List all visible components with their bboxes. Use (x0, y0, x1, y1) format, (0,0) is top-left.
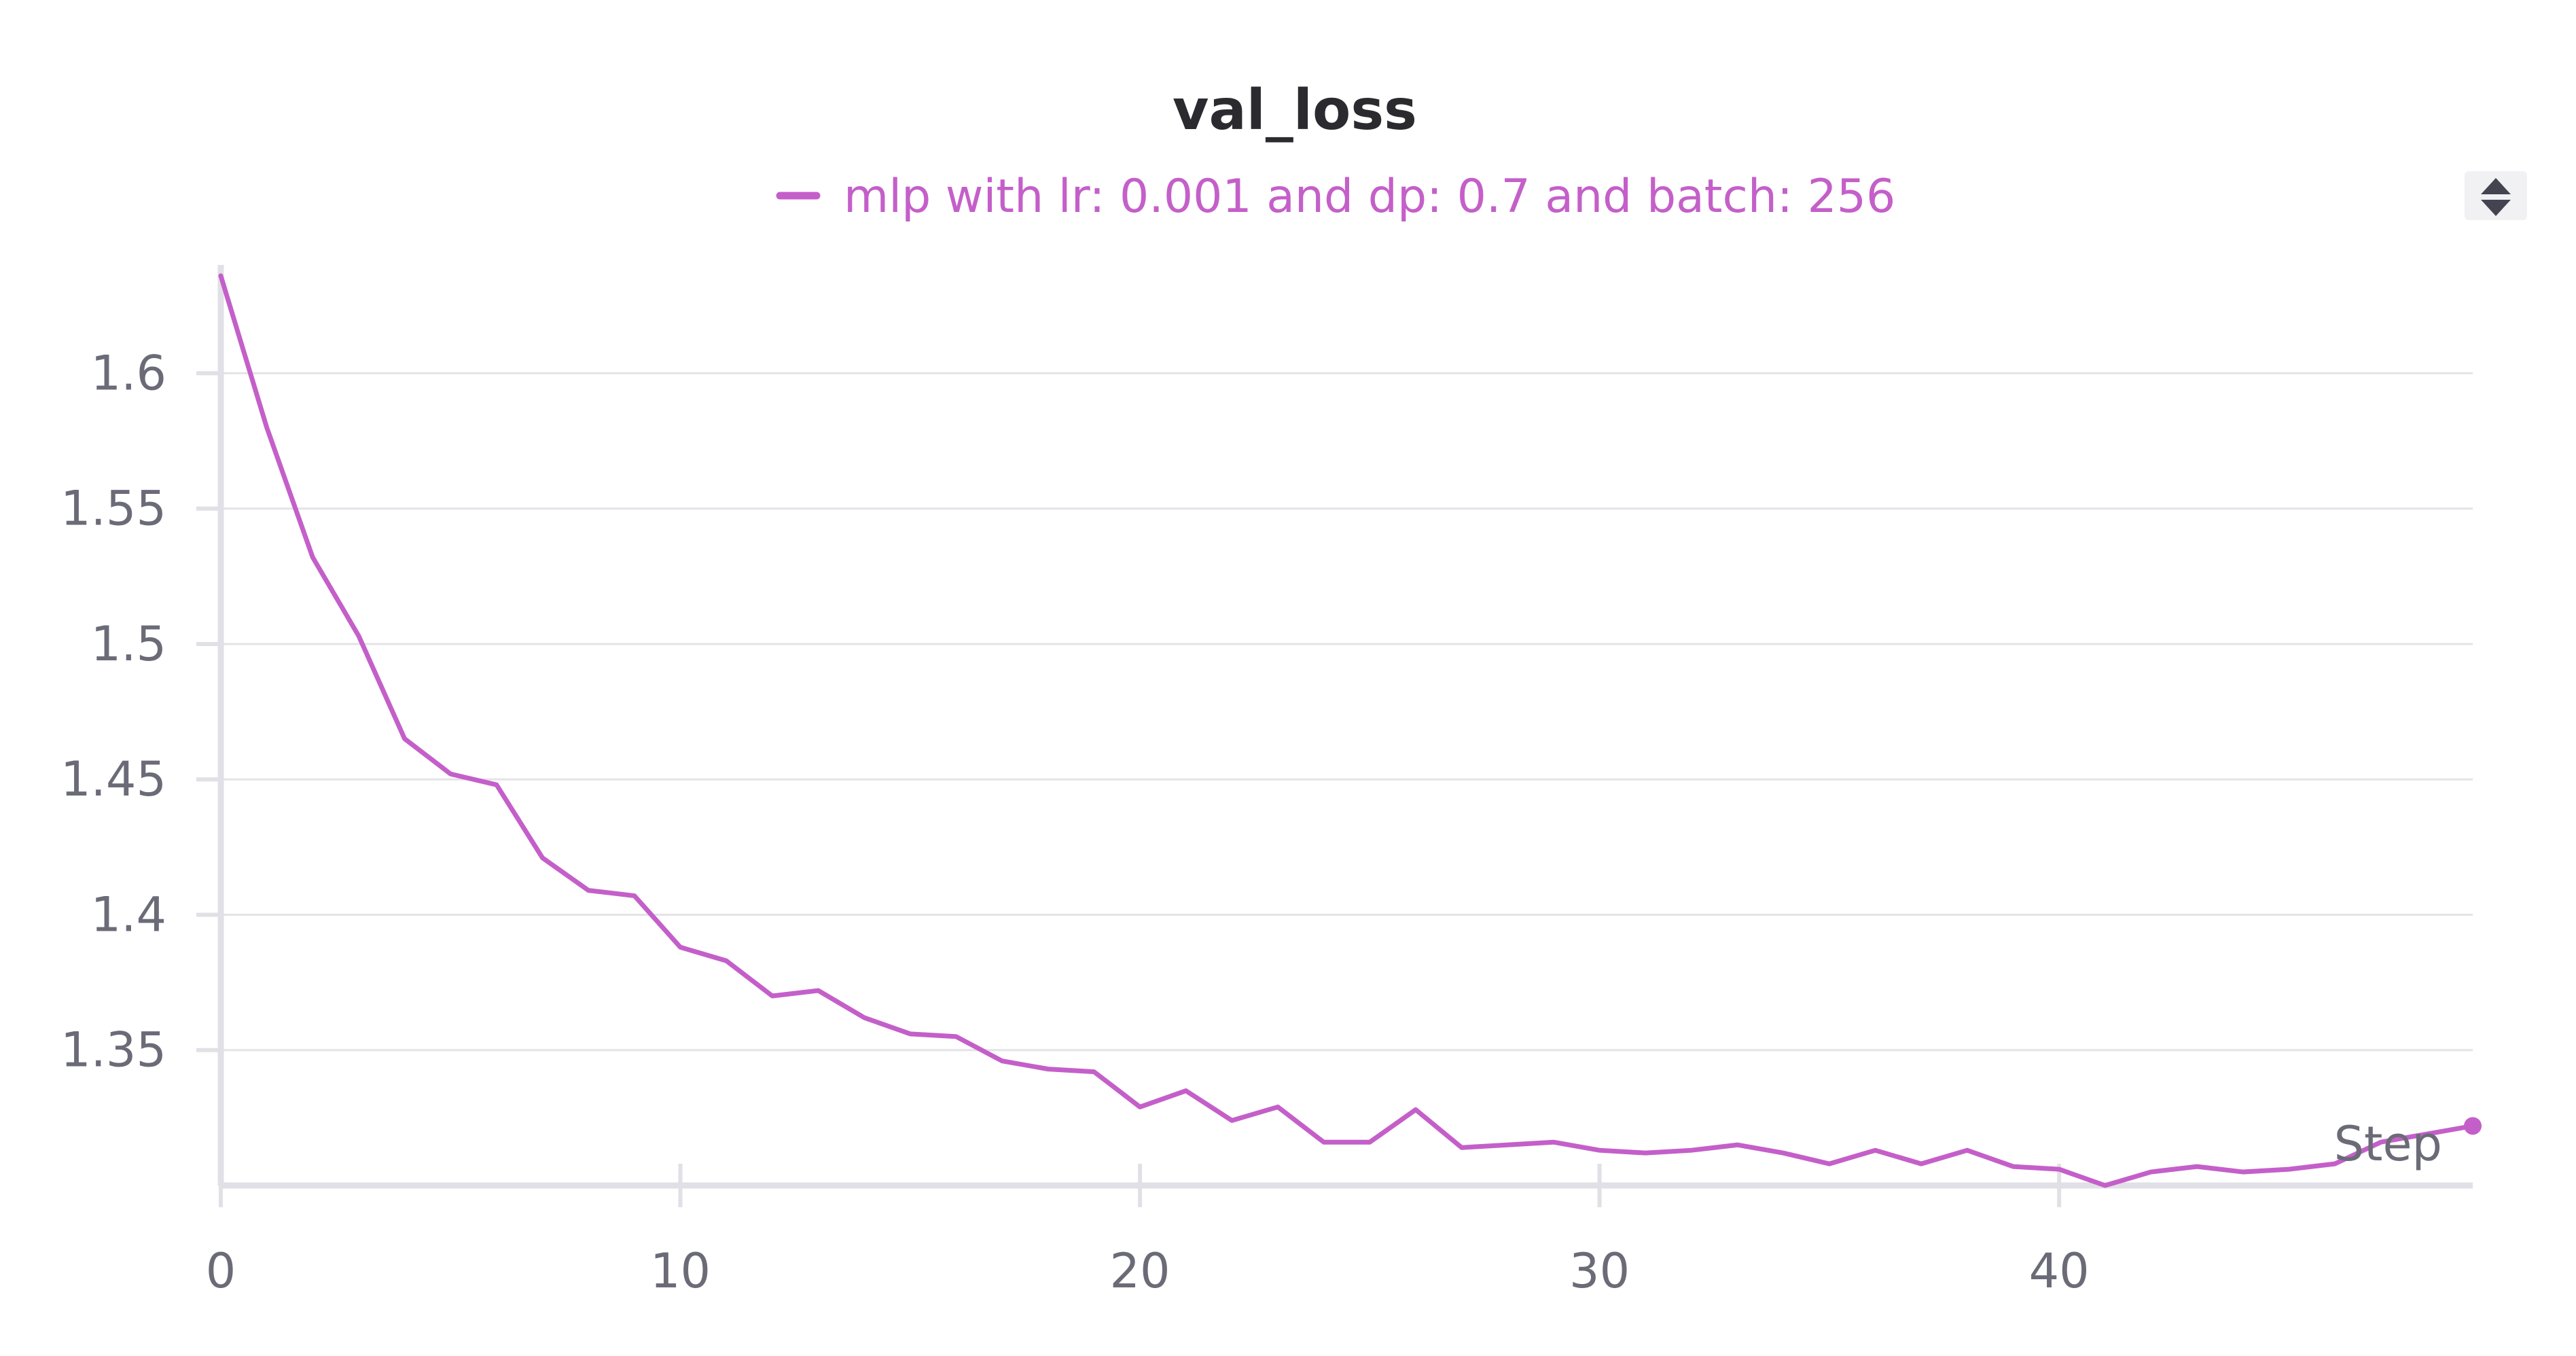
legend-scroll-button[interactable] (2465, 171, 2527, 220)
chevron-down-icon (2481, 200, 2511, 216)
x-tick-label: 40 (2029, 1243, 2090, 1299)
x-tick-label: 30 (1569, 1243, 1630, 1299)
grid-lines (221, 372, 2473, 1052)
y-tick-label: 1.55 (60, 481, 166, 537)
y-tick-label: 1.5 (91, 616, 166, 672)
axes (217, 265, 2473, 1189)
series-layer (218, 273, 2482, 1188)
y-axis-ticks: 1.35 1.4 1.45 1.5 1.55 1.6 (60, 345, 221, 1078)
y-tick-label: 1.6 (91, 345, 166, 401)
y-tick-label: 1.45 (60, 751, 166, 807)
chevron-up-icon (2481, 178, 2511, 194)
y-tick-label: 1.4 (91, 887, 166, 942)
x-tick-label: 20 (1110, 1243, 1170, 1299)
x-axis-title: Step (2334, 1116, 2442, 1172)
legend-label: mlp with lr: 0.001 and dp: 0.7 and batch… (844, 170, 1895, 224)
y-tick-label: 1.35 (60, 1022, 166, 1078)
x-tick-label: 10 (650, 1243, 711, 1299)
x-tick-label: 0 (206, 1243, 236, 1299)
x-axis-ticks: 0 10 20 30 40 (206, 1164, 2090, 1299)
chart-title: val_loss (1173, 78, 1417, 143)
series-end-point (2464, 1117, 2482, 1135)
series-line (218, 273, 2475, 1188)
legend-scroll-background (2465, 171, 2527, 220)
legend: mlp with lr: 0.001 and dp: 0.7 and batch… (776, 170, 1895, 224)
